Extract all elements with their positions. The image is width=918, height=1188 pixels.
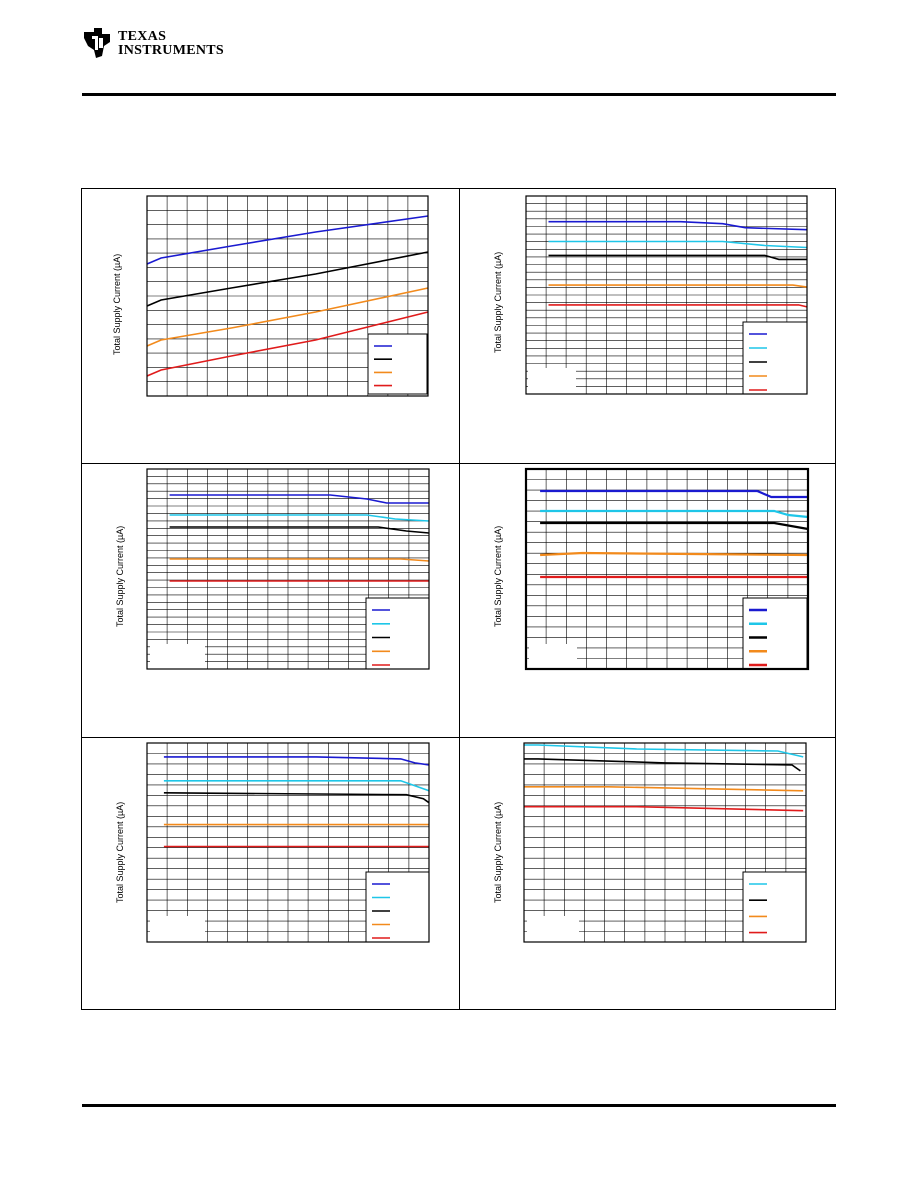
series-line-cyan <box>163 779 430 792</box>
ti-state-logo-icon <box>84 28 110 58</box>
y-axis-label: Total Supply Current (µA) <box>115 801 125 903</box>
grid-divider-vertical <box>459 189 460 1009</box>
y-axis-label: Total Supply Current (µA) <box>493 251 503 353</box>
condition-note-box <box>150 644 205 669</box>
series-line-blue <box>146 215 429 265</box>
plot-border <box>146 195 429 397</box>
series-line-blue <box>169 494 429 504</box>
series-line-blue <box>548 220 808 231</box>
y-axis-label: Total Supply Current (µA) <box>112 253 122 355</box>
series-line-black <box>540 521 809 531</box>
series-line-red <box>548 304 808 308</box>
series-line-black <box>524 758 801 772</box>
grid-divider-row2 <box>82 737 835 738</box>
chart-3 <box>146 468 430 670</box>
plot-border <box>524 467 810 671</box>
series-line-cyan <box>540 509 809 519</box>
series-line-black <box>169 526 430 534</box>
chart-6 <box>523 742 807 943</box>
legend-box <box>742 597 808 670</box>
series-line-red <box>146 311 429 377</box>
series-line-orange <box>540 551 809 557</box>
y-axis-label: Total Supply Current (µA) <box>115 525 125 627</box>
plot-border <box>525 195 808 395</box>
series-line-red <box>524 805 804 812</box>
legend-box <box>367 333 428 395</box>
legend-box <box>365 871 430 943</box>
series-line-orange <box>146 287 429 347</box>
series-line-cyan <box>524 744 804 758</box>
footer-rule <box>82 1104 836 1107</box>
chart-4 <box>524 467 810 671</box>
grid-divider-row1 <box>82 463 835 464</box>
condition-note-box <box>528 368 576 394</box>
series-line-orange <box>169 558 430 562</box>
y-axis-label: Total Supply Current (µA) <box>493 801 503 903</box>
plot-border <box>523 742 807 943</box>
legend-box <box>742 871 807 943</box>
series-line-black <box>163 792 430 804</box>
legend-box <box>742 321 808 395</box>
ti-logo: TEXAS INSTRUMENTS <box>80 24 230 62</box>
y-axis-label: Total Supply Current (µA) <box>493 525 503 627</box>
condition-note-box <box>529 644 577 669</box>
condition-note-box <box>150 916 205 942</box>
plot-border <box>146 468 430 670</box>
series-line-orange <box>548 284 808 288</box>
chart-1 <box>146 195 429 397</box>
series-line-cyan <box>169 514 430 522</box>
series-line-black <box>548 254 807 261</box>
chart-2 <box>525 195 808 395</box>
series-line-cyan <box>548 240 808 249</box>
legend-box <box>365 597 430 670</box>
plot-border <box>146 742 430 943</box>
series-line-orange <box>524 785 804 792</box>
series-line-blue <box>540 489 808 499</box>
page-header: TEXAS INSTRUMENTS <box>0 0 918 100</box>
figure-grid <box>81 188 836 1010</box>
company-name-line2: INSTRUMENTS <box>118 43 224 58</box>
chart-5 <box>146 742 430 943</box>
header-rule <box>82 93 836 96</box>
condition-note-box <box>527 916 579 942</box>
series-line-black <box>146 251 429 307</box>
company-name-line1: TEXAS <box>118 29 167 44</box>
series-line-blue <box>163 756 430 766</box>
